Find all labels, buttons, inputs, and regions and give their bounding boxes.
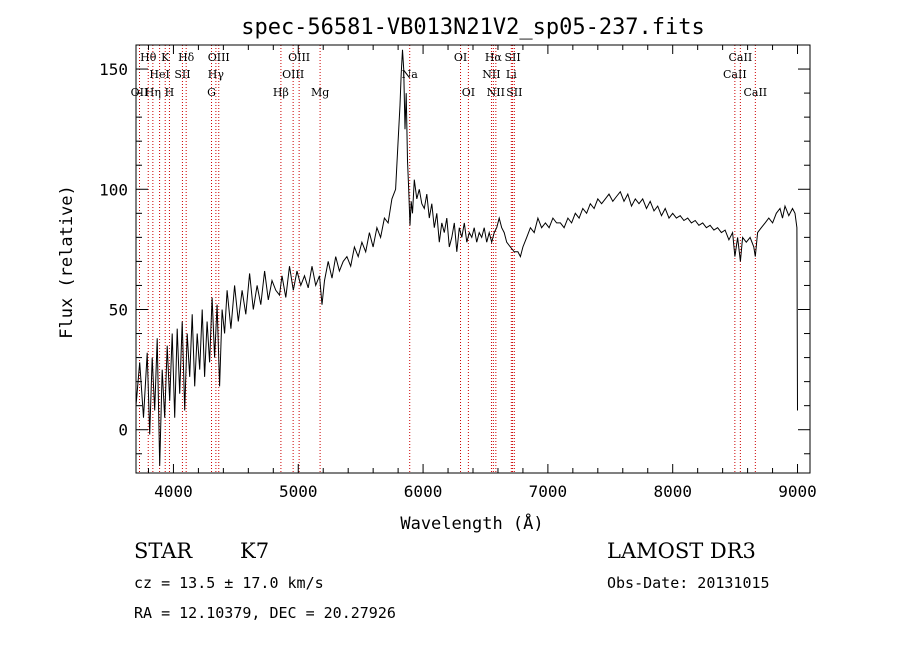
marker-label-7: Hδ — [178, 51, 195, 64]
x-tick-label: 4000 — [154, 482, 193, 501]
marker-label-16: OI — [454, 51, 467, 64]
marker-label-10: OIII — [208, 51, 230, 64]
marker-label-19: Hα — [485, 51, 503, 64]
marker-label-8: G — [207, 86, 216, 99]
marker-label-12: OIII — [282, 68, 304, 81]
plot-frame — [135, 44, 811, 474]
axis-ticks: 4000 5000 6000 7000 8000 9000 0 50 100 150 — [99, 44, 817, 501]
spectrum-line — [135, 49, 798, 466]
marker-label-15: Na — [402, 68, 419, 81]
y-tick-label: 0 — [118, 421, 128, 440]
y-axis-label: Flux (relative) — [57, 185, 77, 339]
x-axis-label: Wavelength (Å) — [400, 512, 543, 534]
line-markers — [138, 45, 756, 473]
y-tick-label: 150 — [99, 60, 128, 79]
marker-label-1: Hθ — [140, 51, 157, 64]
x-tick-label: 8000 — [653, 482, 692, 501]
y-tick-label: 50 — [109, 300, 128, 319]
x-tick-label: 7000 — [529, 482, 568, 501]
marker-label-14: Mg — [311, 86, 329, 99]
x-tick-label: 5000 — [279, 482, 318, 501]
marker-label-5: H — [165, 86, 175, 99]
spectral-subclass: K7 — [240, 539, 270, 563]
marker-label-20: NII — [487, 86, 505, 99]
marker-label-0: OII — [131, 86, 149, 99]
chart-title: spec-56581-VB013N21V2_sp05-237.fits — [241, 15, 705, 40]
coordinates-readout: RA = 12.10379, DEC = 20.27926 — [134, 604, 396, 622]
redshift-readout: cz = 13.5 ± 17.0 km/s — [134, 574, 324, 592]
marker-label-6: SII — [174, 68, 190, 81]
x-tick-label: 6000 — [404, 482, 443, 501]
marker-label-21: Li — [506, 68, 517, 81]
marker-label-25: CaII — [729, 51, 753, 64]
obs-date-readout: Obs-Date: 20131015 — [607, 574, 770, 592]
marker-label-2: Hη — [145, 86, 161, 99]
x-tick-label: 9000 — [778, 482, 817, 501]
marker-label-11: Hβ — [273, 86, 289, 99]
marker-label-13: OIII — [288, 51, 310, 64]
survey-name: LAMOST DR3 — [607, 539, 756, 563]
marker-label-17: OI — [462, 86, 475, 99]
marker-label-18: NII — [482, 68, 500, 81]
marker-label-4: K — [161, 51, 170, 64]
line-marker-labels: OII Hθ Hη HeI K H SII Hδ G Hγ OIII Hβ OIII OIII Mg Na OI… — [131, 51, 768, 99]
y-tick-label: 100 — [99, 180, 128, 199]
marker-label-3: HeI — [149, 68, 169, 81]
object-class: STAR — [134, 539, 193, 563]
marker-label-22: SII — [504, 51, 520, 64]
marker-label-9: Hγ — [208, 68, 225, 81]
marker-label-26: CaII — [743, 86, 767, 99]
marker-label-24: CaII — [723, 68, 747, 81]
marker-label-23: SII — [506, 86, 522, 99]
